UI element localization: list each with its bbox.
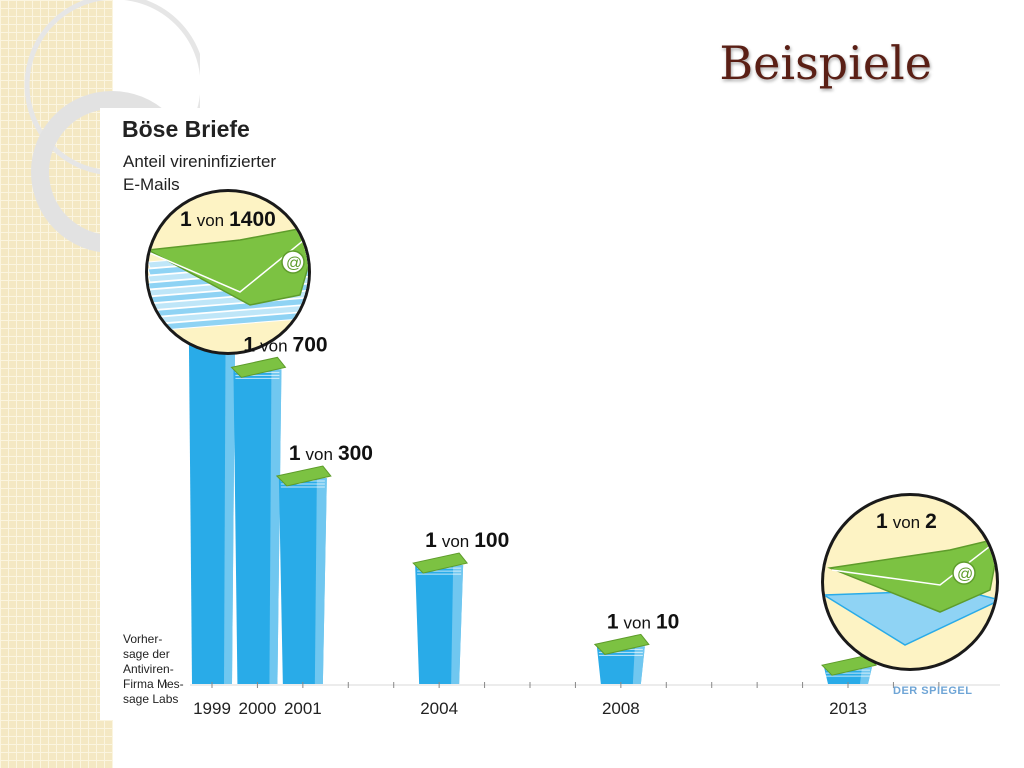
value-label-1999: 1 von 1400 <box>180 208 276 231</box>
x-axis-tick-labels: 1999 2000 2001 2004 2008 2013 <box>193 699 867 718</box>
forecast-note-line-5: sage Labs <box>123 692 178 706</box>
x-tick-2000: 2000 <box>239 699 277 718</box>
magnifier-bubble-1999: @ <box>145 189 311 355</box>
value-label-2004: 1 von 100 <box>425 529 509 552</box>
svg-text:@: @ <box>286 255 302 272</box>
bar-2013 <box>820 654 877 684</box>
forecast-note-line-1: Vorher- <box>123 632 162 646</box>
bar-2008 <box>593 633 650 684</box>
svg-text:@: @ <box>957 566 973 583</box>
chart-subtitle-line-1: Anteil vireninfizierter <box>123 152 276 171</box>
x-tick-2004: 2004 <box>420 699 458 718</box>
bar-2000 <box>230 356 287 684</box>
value-label-2000: 1 von 700 <box>243 333 327 356</box>
slide-title: Beispiele <box>719 36 932 90</box>
value-label-2001: 1 von 300 <box>289 442 373 465</box>
forecast-note: Vorher- sage der Antiviren- Firma Mes- s… <box>123 632 184 706</box>
forecast-note-line-2: sage der <box>123 647 170 661</box>
forecast-note-line-3: Antiviren- <box>123 662 174 676</box>
value-label-2008: 1 von 10 <box>607 610 679 633</box>
value-labels-layer: 1 von 700 1 von 300 1 von 100 1 von 10 1 von 1400 1 von 2 <box>180 208 937 633</box>
x-tick-2001: 2001 <box>284 699 322 718</box>
x-tick-1999: 1999 <box>193 699 231 718</box>
forecast-note-line-4: Firma Mes- <box>123 677 184 691</box>
chart-subtitle-line-2: E-Mails <box>123 175 180 194</box>
source-credit: DER SPIEGEL <box>893 685 972 697</box>
x-tick-2013: 2013 <box>829 699 867 718</box>
x-tick-2008: 2008 <box>602 699 640 718</box>
x-axis-minor-ticks <box>166 682 940 688</box>
chart-title: Böse Briefe <box>122 116 250 142</box>
bar-2004 <box>412 552 469 684</box>
bar-2001 <box>275 465 332 684</box>
value-label-2013: 1 von 2 <box>876 510 937 533</box>
magnifier-bubble-2013: @ <box>821 493 999 671</box>
